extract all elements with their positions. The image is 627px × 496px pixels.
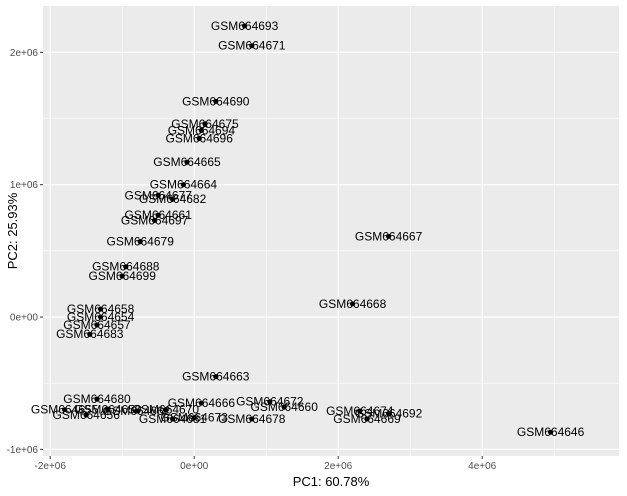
data-point — [281, 404, 287, 410]
point-label: GSM664675 — [171, 117, 239, 131]
point-label: GSM664662 — [103, 404, 171, 418]
point-label: GSM664669 — [333, 412, 401, 426]
data-point — [202, 121, 208, 127]
data-point — [198, 400, 204, 406]
point-label: GSM664696 — [166, 131, 234, 145]
data-point — [155, 192, 161, 198]
data-point — [152, 217, 158, 224]
y-tick-label: 1e+06 — [10, 180, 39, 191]
data-point — [105, 407, 111, 413]
data-point — [170, 196, 176, 202]
point-label: GSM664690 — [182, 94, 250, 108]
data-point — [386, 233, 392, 239]
data-point — [249, 416, 255, 422]
point-label: GSM664668 — [319, 297, 387, 311]
point-label: GSM664670 — [132, 403, 200, 417]
point-label: GSM664646 — [517, 425, 585, 439]
y-axis: -1e+06 0e+00 1e+06 2e+06 — [7, 48, 43, 456]
x-axis-title: PC1: 60.78% — [293, 474, 370, 489]
point-label: GSM664661 — [125, 208, 193, 222]
data-point — [94, 396, 100, 402]
data-point — [137, 238, 143, 245]
data-point — [191, 415, 197, 421]
data-point — [198, 127, 204, 134]
point-label: GSM664682 — [139, 192, 207, 206]
data-point — [123, 264, 129, 270]
point-label: GSM664659 — [74, 403, 142, 417]
x-tick-label: 2e+06 — [324, 461, 353, 472]
data-point — [180, 182, 186, 188]
data-point — [162, 407, 168, 413]
data-point — [62, 407, 68, 413]
point-label: GSM664680 — [63, 392, 131, 406]
data-point — [364, 416, 370, 422]
data-point — [196, 135, 202, 141]
data-point — [155, 212, 161, 218]
data-point — [213, 98, 219, 104]
major-gridlines — [43, 6, 619, 456]
data-point — [350, 301, 356, 307]
data-point — [548, 429, 554, 435]
x-tick-label: 0e+00 — [180, 461, 209, 472]
point-label: GSM664665 — [153, 155, 221, 169]
point-label: GSM664666 — [168, 396, 236, 410]
point-label: GSM664655 — [31, 403, 99, 417]
data-points — [62, 23, 554, 435]
y-axis-title: PC2: 25.93% — [5, 192, 20, 269]
point-label: GSM664679 — [107, 235, 175, 249]
data-point — [184, 159, 190, 165]
point-label: GSM664663 — [182, 370, 250, 384]
point-label: GSM664667 — [355, 229, 423, 243]
x-tick-label: -2e+06 — [34, 461, 66, 472]
data-point — [98, 314, 104, 320]
point-label: GSM664688 — [92, 260, 160, 274]
data-point — [170, 416, 176, 422]
point-label: GSM664674 — [326, 404, 394, 418]
minor-gridlines — [43, 6, 619, 456]
point-label: GSM664693 — [211, 19, 279, 33]
data-point — [87, 331, 93, 337]
point-label: GSM664681 — [139, 412, 207, 426]
point-label: GSM664673 — [161, 411, 229, 425]
data-point — [357, 408, 363, 414]
point-label: GSM664656 — [53, 408, 121, 422]
panel-background — [43, 6, 619, 456]
x-axis: -2e+06 0e+00 2e+06 4e+06 — [34, 456, 497, 472]
point-label: GSM664672 — [236, 395, 304, 409]
data-point — [213, 373, 219, 380]
point-label: GSM664697 — [121, 213, 189, 227]
point-label: GSM664692 — [355, 407, 423, 421]
data-point — [249, 43, 255, 49]
point-label: GSM664694 — [168, 123, 236, 137]
point-label: GSM664664 — [150, 178, 218, 192]
y-tick-label: 0e+00 — [10, 313, 39, 324]
point-label: GSM664683 — [56, 327, 124, 341]
data-point — [119, 273, 125, 279]
data-point — [134, 408, 140, 414]
point-label: GSM664657 — [63, 318, 131, 332]
data-point — [242, 23, 248, 29]
data-point — [83, 412, 89, 418]
point-label: GSM664699 — [89, 269, 157, 283]
point-label: GSM664671 — [218, 39, 286, 53]
y-tick-label: -1e+06 — [7, 445, 39, 456]
point-labels: GSM664693GSM664671GSM664690GSM664675GSM6… — [31, 19, 585, 439]
point-label: GSM664658 — [67, 302, 135, 316]
data-point — [386, 411, 392, 417]
point-label: GSM664678 — [218, 412, 286, 426]
data-point — [98, 306, 104, 312]
point-label: GSM664660 — [251, 400, 319, 414]
x-tick-label: 4e+06 — [468, 461, 497, 472]
point-label: GSM664654 — [67, 310, 135, 324]
y-tick-label: 2e+06 — [10, 48, 39, 59]
point-label: GSM664677 — [125, 188, 193, 202]
data-point — [267, 399, 273, 405]
data-point — [94, 322, 100, 328]
